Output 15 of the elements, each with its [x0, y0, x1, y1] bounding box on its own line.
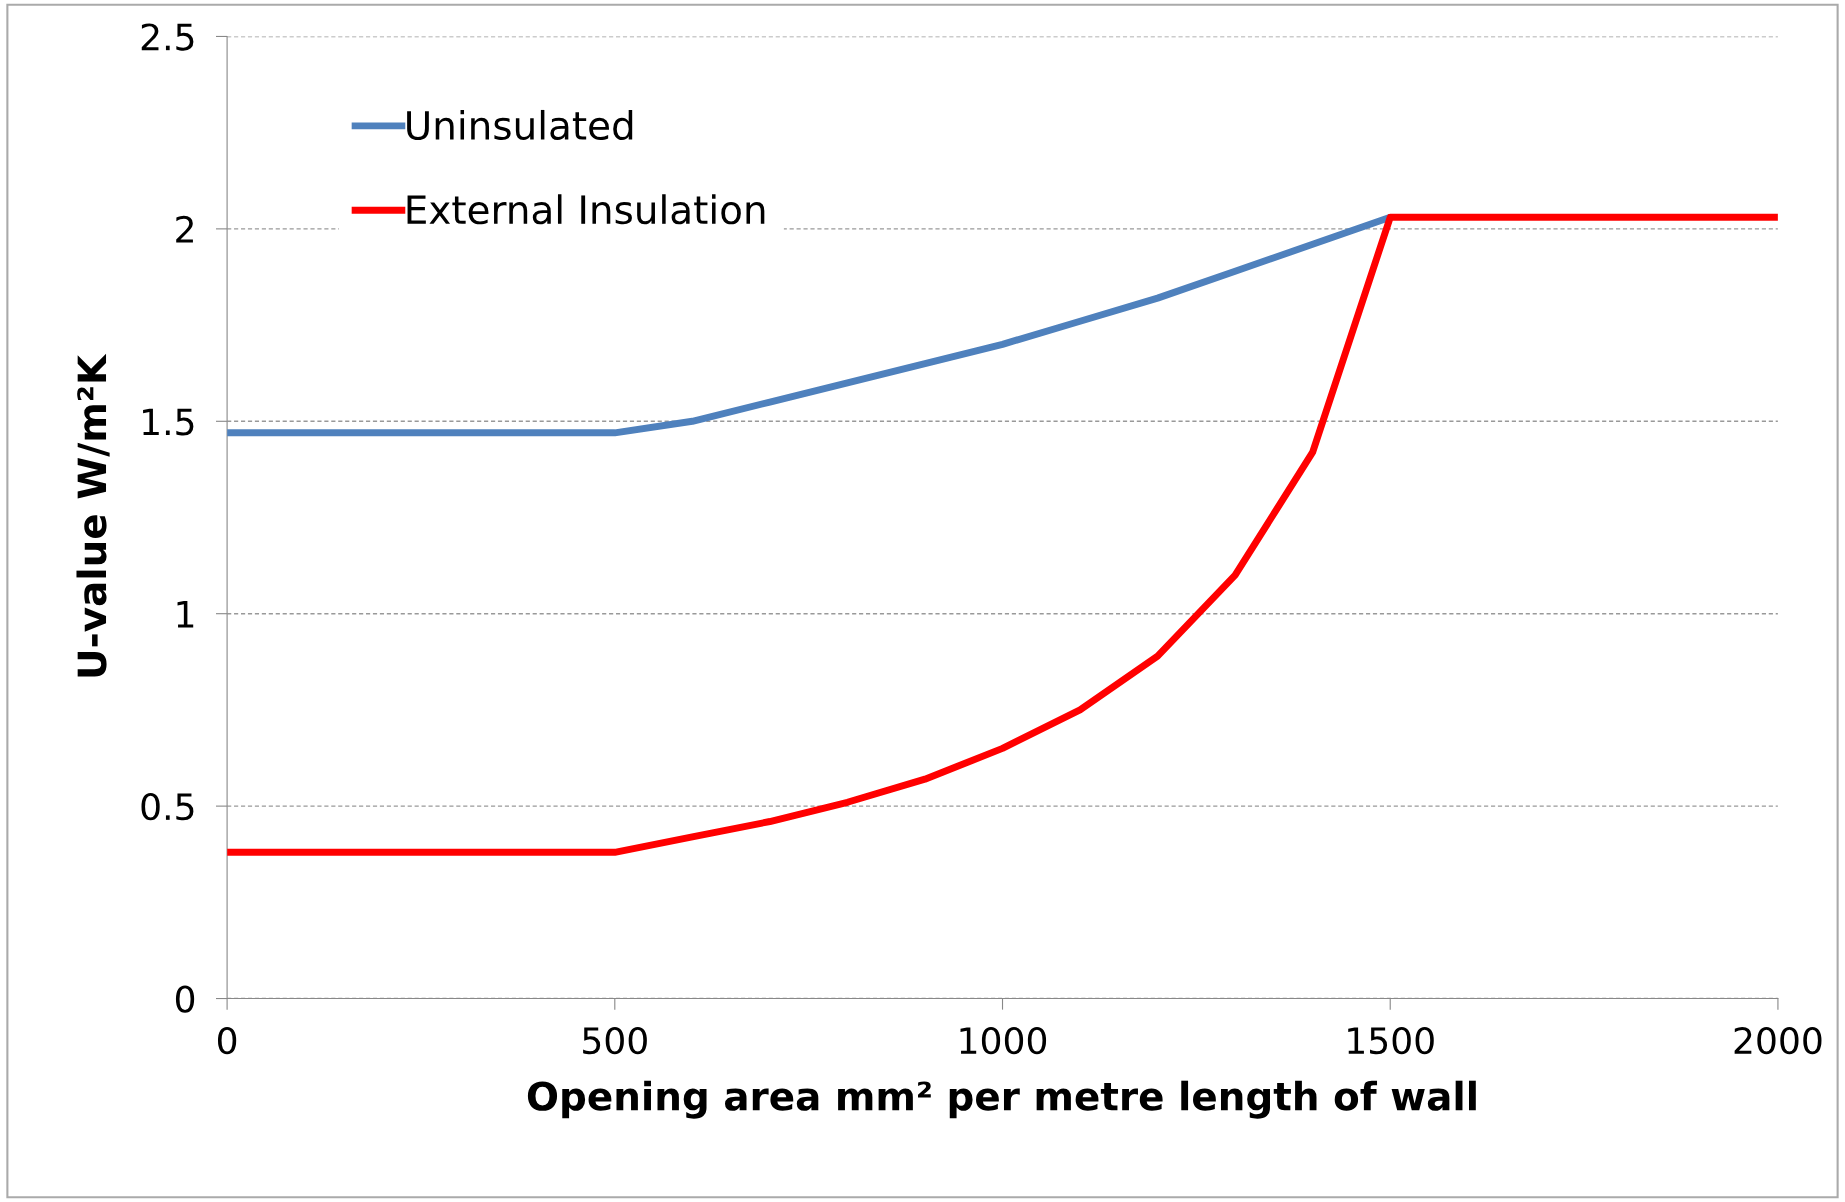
y-axis-title: U-value W/m²K — [76, 353, 110, 677]
y-tick-label: 0.5 — [141, 793, 194, 821]
x-tick-label: 500 — [583, 1026, 647, 1055]
y-tick-label: 1 — [177, 601, 194, 628]
legend-label: External Insulation — [407, 194, 765, 225]
y-tick-label: 0 — [175, 985, 195, 1013]
x-tick-label: 2000 — [1734, 1026, 1822, 1055]
legend-label: Uninsulated — [407, 109, 633, 141]
x-tick-label: 1000 — [960, 1026, 1047, 1055]
x-tick-label: 1500 — [1348, 1026, 1434, 1055]
y-tick-label: 2.5 — [141, 23, 194, 51]
y-tick-label: 1.5 — [143, 408, 194, 436]
x-axis-title: Opening area mm² per metre length of wall — [527, 1080, 1476, 1119]
x-tick-label: 0 — [217, 1026, 237, 1055]
y-tick-label: 2 — [176, 215, 193, 243]
